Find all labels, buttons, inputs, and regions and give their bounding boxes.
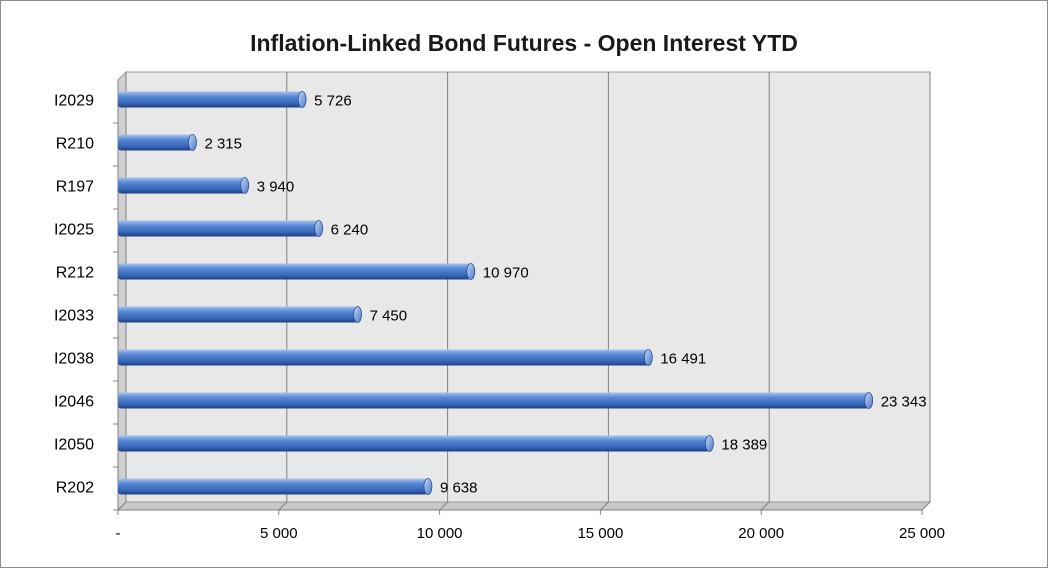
bar-cap	[423, 478, 433, 495]
gridline-floor	[439, 501, 448, 511]
bar-body	[118, 349, 649, 366]
data-label: 18 389	[721, 437, 767, 454]
bar-body	[118, 306, 358, 323]
bar-body	[118, 134, 193, 151]
bar	[118, 435, 714, 452]
bar	[118, 220, 324, 237]
y-category-label: I2025	[54, 222, 94, 239]
data-label: 6 240	[331, 222, 369, 239]
bar-body	[118, 478, 428, 495]
bar-body	[118, 220, 319, 237]
x-tick-label: 15 000	[577, 525, 623, 542]
bar	[118, 177, 250, 194]
bar-cap	[240, 177, 250, 194]
gridline-floor	[600, 501, 609, 511]
y-category-label: R197	[56, 179, 94, 196]
y-category-label: R210	[56, 136, 94, 153]
bar-cap	[466, 263, 476, 280]
data-label: 16 491	[660, 351, 706, 368]
bar	[118, 306, 362, 323]
bar-body	[118, 91, 303, 108]
x-tick-label: 5 000	[260, 525, 298, 542]
data-label: 23 343	[881, 394, 927, 411]
floor	[116, 501, 932, 511]
bar	[118, 134, 197, 151]
data-label: 7 450	[370, 308, 408, 325]
chart-title: Inflation-Linked Bond Futures - Open Int…	[250, 30, 798, 56]
x-tick-label: 20 000	[738, 525, 784, 542]
data-label: 9 638	[440, 480, 478, 497]
gridline-floor	[278, 501, 288, 511]
bar-cap	[864, 392, 874, 409]
bar	[118, 91, 307, 108]
y-category-label: R212	[56, 265, 94, 282]
x-tick-label: -	[116, 525, 121, 542]
bars-group	[118, 91, 874, 495]
bar	[118, 478, 433, 495]
data-label: 10 970	[483, 265, 529, 282]
bar-cap	[353, 306, 362, 323]
data-label: 3 940	[257, 179, 295, 196]
y-category-label: I2050	[54, 437, 94, 454]
labels-group: - 5 000 10 000 15 000 20 000 25 000 I2029 5 726…	[54, 93, 945, 543]
data-label: 5 726	[314, 93, 352, 110]
x-tick-label: 25 000	[899, 525, 945, 542]
y-category-label: I2038	[54, 351, 94, 368]
gridline-floor	[117, 501, 127, 511]
y-category-label: I2029	[54, 93, 94, 110]
bar-body	[118, 177, 245, 194]
data-label: 2 315	[204, 136, 242, 153]
bar-cap	[314, 220, 324, 237]
gridline-floor	[921, 501, 931, 511]
bar-cap	[297, 91, 307, 108]
bar-body	[118, 435, 710, 452]
gridline-floor	[760, 501, 770, 511]
x-tick-label: 10 000	[417, 525, 463, 542]
bar	[118, 392, 874, 409]
bar-body	[118, 392, 869, 409]
y-category-label: R202	[56, 480, 94, 497]
bar-cap	[188, 134, 197, 151]
bar-body	[118, 263, 471, 280]
bar	[118, 349, 653, 366]
gridlines	[113, 72, 931, 515]
y-category-label: I2033	[54, 308, 94, 325]
y-category-label: I2046	[54, 394, 94, 411]
bar	[118, 263, 476, 280]
bar-cap	[643, 349, 653, 366]
bar-cap	[704, 435, 714, 452]
